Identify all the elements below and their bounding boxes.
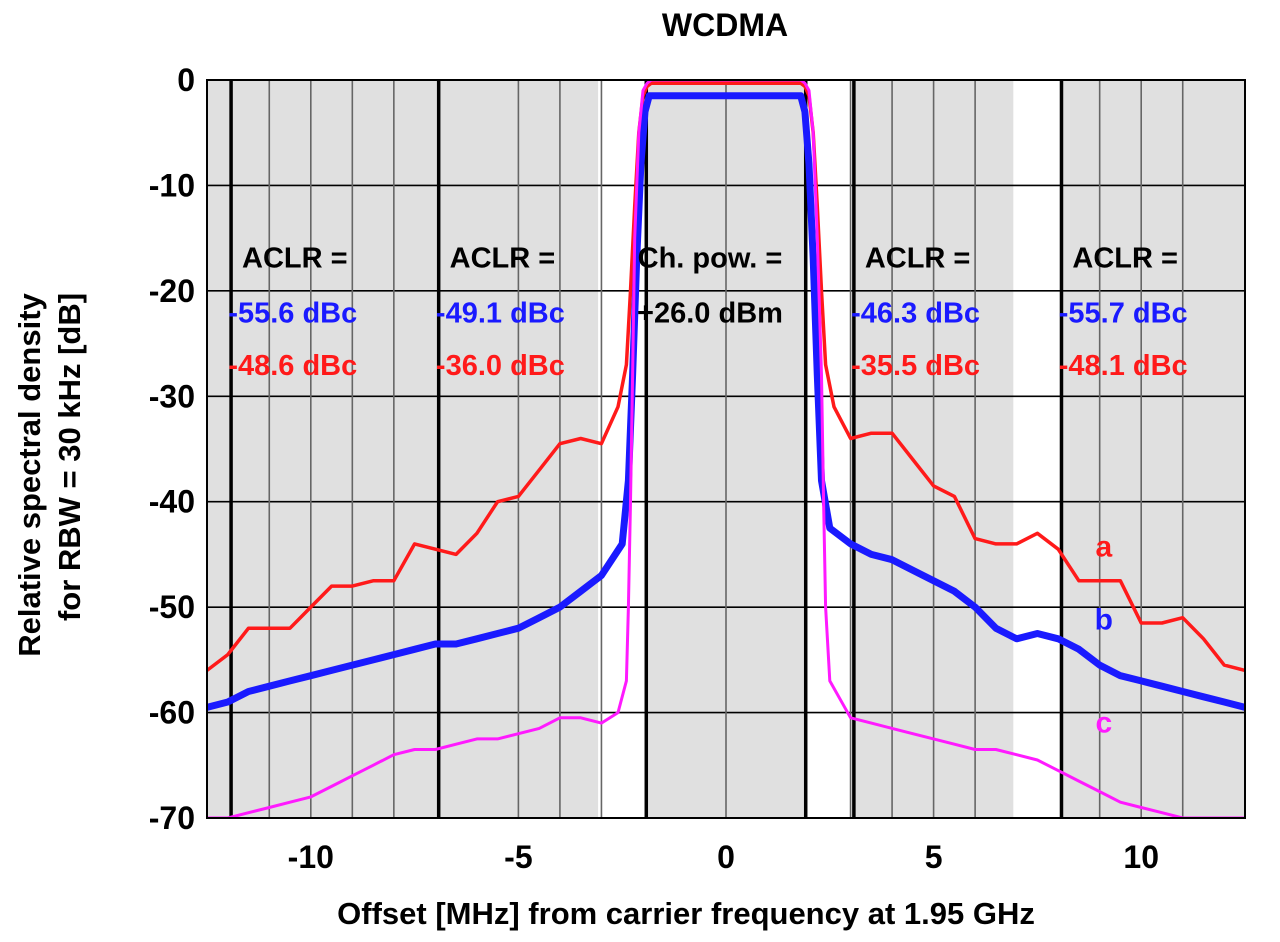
x-tick-labels: -10 -5 0 5 10 — [288, 839, 1159, 875]
aclr-red-value-4: -48.1 dBc — [1059, 350, 1188, 382]
y-tick-label: -50 — [149, 589, 195, 625]
channel-power-value: +26.0 dBm — [637, 297, 783, 329]
y-tick-label: -70 — [149, 800, 195, 836]
aclr-blue-value-3: -46.3 dBc — [851, 297, 980, 329]
grid — [207, 79, 1245, 819]
y-tick-label: -40 — [149, 484, 195, 520]
series-label-a: a — [1095, 531, 1112, 564]
aclr-blue-value-4: -55.7 dBc — [1059, 297, 1188, 329]
shaded-band-0 — [207, 80, 439, 818]
x-axis-title: Offset [MHz] from carrier frequency at 1… — [337, 896, 1035, 931]
plot-area — [206, 79, 1246, 819]
y-tick-label: -30 — [149, 378, 195, 414]
series-labels: a b c — [1095, 531, 1113, 740]
annotation-header-3: ACLR = — [865, 243, 971, 275]
series-label-b: b — [1095, 603, 1113, 636]
y-tick-label: -10 — [149, 167, 195, 203]
aclr-red-value-0: -48.6 dBc — [228, 350, 357, 382]
y-tick-labels: 0 -10 -20 -30 -40 -50 -60 -70 — [149, 62, 195, 836]
x-tick-label: 0 — [717, 839, 735, 875]
x-tick-label: -10 — [288, 839, 334, 875]
aclr-blue-value-1: -49.1 dBc — [436, 297, 565, 329]
shaded-band-4 — [1061, 80, 1245, 818]
annotation-header-1: ACLR = — [450, 243, 556, 275]
x-tick-label: -5 — [504, 839, 532, 875]
series-label-c: c — [1095, 707, 1112, 740]
aclr-blue-value-0: -55.6 dBc — [228, 297, 357, 329]
annotation-header-2: Ch. pow. = — [638, 243, 783, 275]
annotation-header-0: ACLR = — [242, 243, 348, 275]
chart-title: WCDMA — [662, 7, 788, 43]
aclr-red-value-1: -36.0 dBc — [436, 350, 565, 382]
series-line-a — [207, 81, 1245, 673]
x-tick-label: 5 — [925, 839, 943, 875]
y-axis-title-line-1: Relative spectral density — [12, 292, 47, 656]
series-line-c — [207, 80, 1245, 818]
x-tick-label: 10 — [1123, 839, 1159, 875]
series-line-b — [207, 92, 1245, 711]
annotation-header-4: ACLR = — [1072, 243, 1178, 275]
y-tick-label: 0 — [177, 62, 195, 98]
plot-frame — [206, 79, 1246, 819]
y-tick-label: -20 — [149, 273, 195, 309]
aclr-annotations: ACLR = -55.6 dBc -48.6 dBc ACLR = -49.1 dBc -… — [228, 243, 1187, 383]
y-tick-label: -60 — [149, 695, 195, 731]
series-group — [207, 80, 1245, 818]
aclr-red-value-3: -35.5 dBc — [851, 350, 980, 382]
y-axis-title-line-2: for RBW = 30 kHz [dB] — [52, 293, 87, 621]
